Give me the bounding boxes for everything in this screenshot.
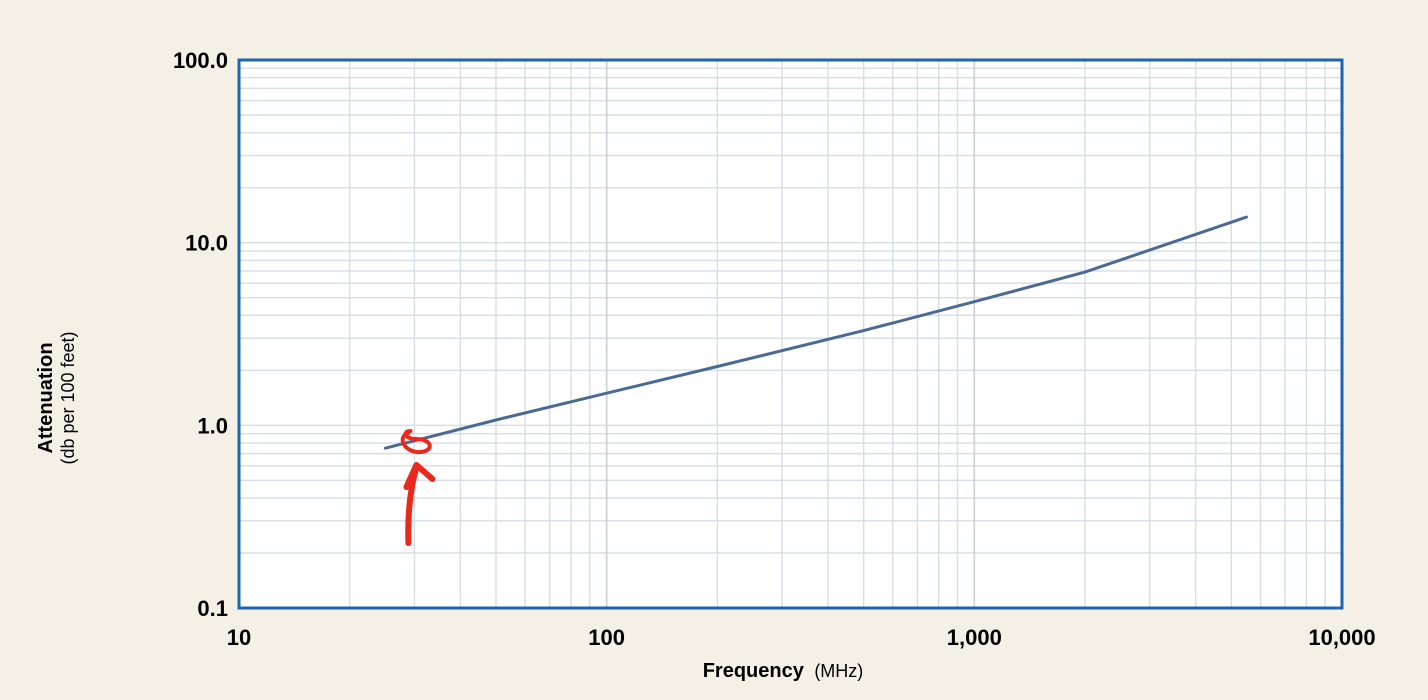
- plot-area: [239, 60, 1342, 608]
- series-line-1: [383, 215, 1248, 450]
- y-tick-label: 100.0: [173, 48, 228, 73]
- x-tick-label: 10,000: [1308, 625, 1375, 650]
- x-tick-label: 100: [588, 625, 625, 650]
- x-axis-title: Frequency (MHz): [703, 660, 864, 682]
- y-tick-label: 1.0: [197, 413, 228, 438]
- y-axis-unit: (db per 100 feet): [58, 331, 78, 464]
- y-tick-label: 0.1: [197, 596, 228, 621]
- annotation-circle: [400, 429, 432, 455]
- y-axis-label: Attenuation: [35, 342, 57, 453]
- plot-frame: [237, 58, 1344, 610]
- x-tick-label: 10: [227, 625, 251, 650]
- annotation-arrow-head: [403, 462, 436, 491]
- y-axis-title: Attenuation (db per 100 feet): [35, 331, 78, 464]
- x-axis-label: Frequency: [703, 660, 805, 682]
- x-axis-unit: (MHz): [814, 661, 863, 681]
- y-tick-label: 10.0: [185, 231, 228, 256]
- x-tick-label: 1,000: [947, 625, 1002, 650]
